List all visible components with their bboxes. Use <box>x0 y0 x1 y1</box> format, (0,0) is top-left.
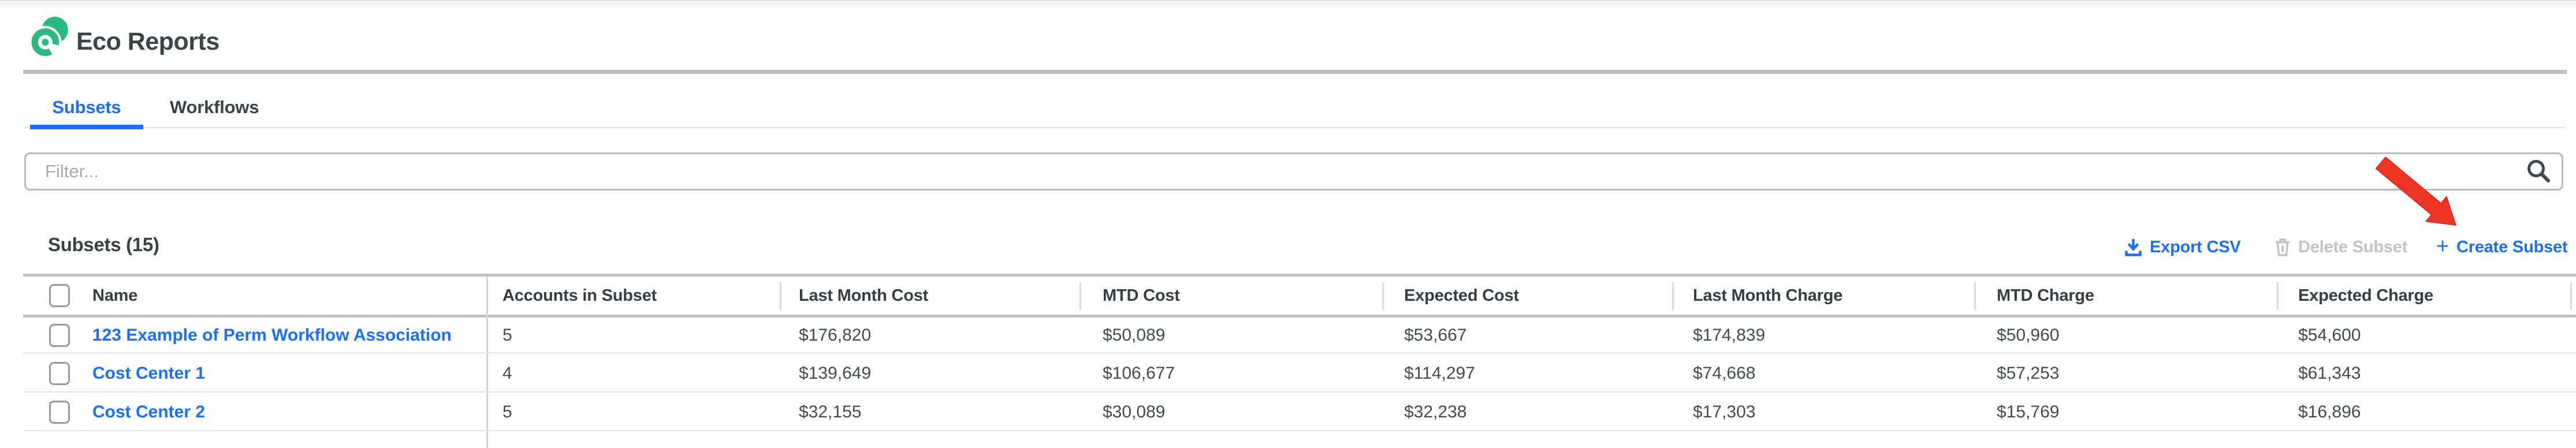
mtd-charge-cell: $50,960 <box>1997 325 2059 346</box>
expected-cost-cell: $114,297 <box>1404 363 1475 384</box>
last-month-cost-cell: $176,820 <box>799 325 871 346</box>
accounts-cell: 5 <box>502 402 512 423</box>
expected-charge-cell: $54,600 <box>2298 325 2361 346</box>
delete-subset-label: Delete Subset <box>2298 236 2407 259</box>
export-csv-label: Export CSV <box>2150 236 2241 259</box>
row-checkbox[interactable] <box>49 401 70 424</box>
subset-name-link[interactable]: Cost Center 2 <box>92 402 205 423</box>
subset-name-link[interactable]: Cost Center 1 <box>92 363 205 384</box>
column-header-last-month-charge[interactable]: Last Month Charge <box>1693 285 1842 306</box>
eco-reports-logo-icon <box>28 15 72 62</box>
tab-subsets[interactable]: Subsets <box>30 96 143 119</box>
row-checkbox[interactable] <box>49 324 70 347</box>
mtd-charge-cell: $57,253 <box>1997 363 2059 384</box>
tabs-divider <box>24 127 2566 128</box>
last-month-charge-cell: $74,668 <box>1693 363 1755 384</box>
trash-icon <box>2275 237 2291 257</box>
select-all-checkbox[interactable] <box>49 284 70 307</box>
expected-cost-cell: $32,238 <box>1404 402 1466 423</box>
mtd-cost-cell: $106,677 <box>1103 363 1175 384</box>
top-shadow-band <box>0 2 2576 8</box>
tab-workflows[interactable]: Workflows <box>170 96 259 119</box>
mtd-charge-cell: $15,769 <box>1997 402 2059 423</box>
last-month-charge-cell: $17,303 <box>1693 402 1755 423</box>
table-row: Cost Center 2 5 $32,155 $30,089 $32,238 … <box>0 394 2576 432</box>
plus-icon: + <box>2436 236 2449 257</box>
column-header-last-month-cost[interactable]: Last Month Cost <box>799 285 928 306</box>
mtd-cost-cell: $50,089 <box>1103 325 1165 346</box>
create-subset-label: Create Subset <box>2456 236 2567 259</box>
column-header-name[interactable]: Name <box>92 285 137 306</box>
column-header-mtd-charge[interactable]: MTD Charge <box>1997 285 2094 306</box>
column-header-expected-cost[interactable]: Expected Cost <box>1404 285 1519 306</box>
accounts-cell: 4 <box>502 363 512 384</box>
mtd-cost-cell: $30,089 <box>1103 402 1165 423</box>
window-top-edge <box>0 0 2576 1</box>
table-header-row: Name Accounts in Subset Last Month Cost … <box>0 277 2576 315</box>
last-month-cost-cell: $32,155 <box>799 402 861 423</box>
row-checkbox[interactable] <box>49 362 70 385</box>
last-month-charge-cell: $174,839 <box>1693 325 1765 346</box>
column-header-mtd-cost[interactable]: MTD Cost <box>1103 285 1180 306</box>
filter-input[interactable] <box>24 152 2563 191</box>
accounts-cell: 5 <box>502 325 512 346</box>
expected-charge-cell: $61,343 <box>2298 363 2361 384</box>
active-tab-underline <box>30 125 143 129</box>
section-heading: Subsets (15) <box>48 233 159 256</box>
table-row: 123 Example of Perm Workflow Association… <box>0 318 2576 356</box>
create-subset-button[interactable]: + Create Subset <box>2436 236 2567 259</box>
last-month-cost-cell: $139,649 <box>799 363 871 384</box>
column-header-accounts[interactable]: Accounts in Subset <box>502 285 657 306</box>
filter-placeholder: Filter... <box>45 160 99 182</box>
table-row: Cost Center 1 4 $139,649 $106,677 $114,2… <box>0 356 2576 394</box>
column-header-expected-charge[interactable]: Expected Charge <box>2298 285 2433 306</box>
page-title: Eco Reports <box>76 28 219 55</box>
search-icon[interactable] <box>2525 158 2552 184</box>
subset-name-link[interactable]: 123 Example of Perm Workflow Association <box>92 325 452 346</box>
download-icon <box>2124 237 2142 257</box>
header-divider <box>23 70 2567 74</box>
expected-charge-cell: $16,896 <box>2298 402 2361 423</box>
export-csv-button[interactable]: Export CSV <box>2124 236 2241 259</box>
delete-subset-button[interactable]: Delete Subset <box>2275 236 2407 259</box>
expected-cost-cell: $53,667 <box>1404 325 1466 346</box>
